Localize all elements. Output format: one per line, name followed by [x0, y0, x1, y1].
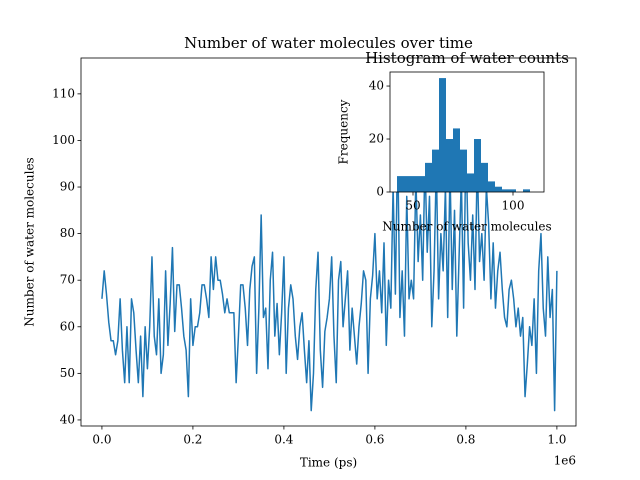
histogram-bar: [523, 189, 530, 192]
x-offset-label: 1e6: [554, 454, 576, 468]
histogram-bar: [474, 139, 481, 192]
histogram-bar: [418, 176, 425, 192]
y-tick-label: 60: [60, 319, 75, 333]
histogram-bar: [439, 78, 446, 192]
histogram-bar: [446, 139, 453, 192]
y-tick-label: 80: [60, 226, 75, 240]
x-tick-label: 0.4: [274, 433, 293, 447]
histogram-bar: [425, 162, 432, 192]
x-tick-label: 100: [502, 199, 525, 213]
y-tick-label: 20: [369, 132, 384, 146]
y-tick-label: 70: [60, 273, 75, 287]
y-tick-label: 90: [60, 180, 75, 194]
axes: 50 100 0 20 40 Histogram of water counts Numbe…: [337, 49, 569, 234]
y-tick-label: 40: [60, 412, 75, 426]
y-tick-label: 40: [369, 79, 384, 93]
y-tick-label: 110: [52, 86, 75, 100]
y-tick-label: 50: [60, 366, 75, 380]
x-tick-label: 0.0: [92, 433, 111, 447]
x-axis-label: Number of water molecules: [382, 220, 551, 234]
axes-frame: [80, 57, 577, 427]
x-tick-label: 1.0: [547, 433, 566, 447]
y-tick-label: 100: [52, 133, 75, 147]
histogram-bar: [495, 186, 502, 192]
x-tick-label: 0.8: [456, 433, 475, 447]
histogram-bar: [481, 162, 488, 192]
histogram-bar: [397, 176, 404, 192]
histogram-bar: [509, 189, 516, 192]
y-tick-label: 0: [376, 185, 384, 199]
histogram-bar: [460, 149, 467, 192]
x-axis-label: Time (ps): [300, 456, 357, 470]
y-axis-label: Frequency: [337, 99, 351, 164]
histogram-bar: [411, 176, 418, 192]
x-tick-label: 0.2: [183, 433, 202, 447]
chart-title: Number of water molecules over time: [184, 34, 473, 52]
x-tick-label: 50: [405, 199, 420, 213]
y-axis-label: Number of water molecules: [23, 157, 37, 326]
histogram-bar: [432, 149, 439, 192]
histogram-bar: [404, 176, 411, 192]
axes-frame: [389, 71, 545, 193]
histogram-bar: [467, 173, 474, 192]
histogram-bar: [453, 128, 460, 192]
histogram-bar: [502, 189, 509, 192]
chart-title: Histogram of water counts: [365, 49, 569, 67]
data-line: [101, 139, 558, 412]
x-tick-label: 0.6: [365, 433, 384, 447]
histogram-bar: [488, 181, 495, 192]
